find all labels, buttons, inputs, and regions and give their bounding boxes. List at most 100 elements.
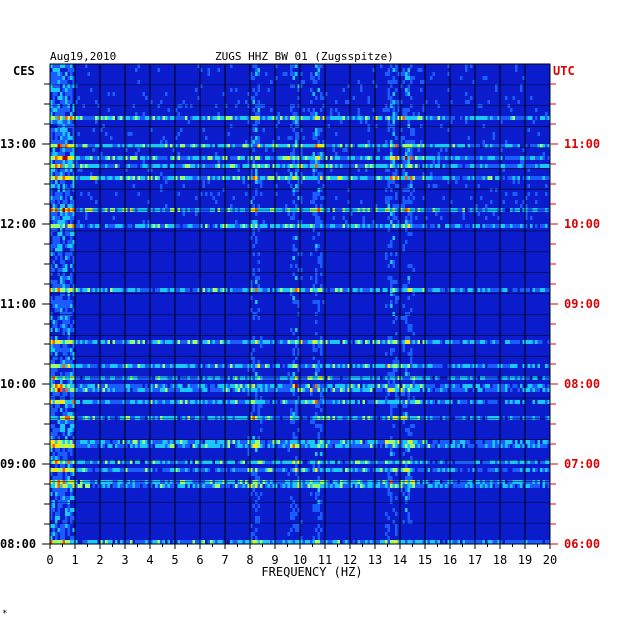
heatmap-cell — [247, 436, 250, 440]
heatmap-cell — [325, 288, 328, 292]
heatmap-cell — [52, 116, 55, 120]
heatmap-cell — [52, 148, 55, 152]
heatmap-cell — [240, 364, 243, 368]
heatmap-cell — [365, 224, 368, 228]
heatmap-cell — [112, 388, 115, 392]
heatmap-cell — [262, 440, 265, 444]
heatmap-cell — [200, 176, 203, 180]
heatmap-cell — [145, 96, 148, 100]
heatmap-cell — [502, 200, 505, 204]
heatmap-cell — [522, 444, 525, 448]
heatmap-cell — [497, 164, 500, 168]
heatmap-cell — [165, 384, 168, 388]
heatmap-cell — [412, 132, 415, 136]
heatmap-cell — [80, 156, 83, 160]
heatmap-cell — [330, 460, 333, 464]
heatmap-cell — [62, 448, 65, 452]
heatmap-cell — [210, 144, 213, 148]
heatmap-cell — [202, 176, 205, 180]
heatmap-cell — [255, 172, 258, 176]
heatmap-cell — [195, 144, 198, 148]
heatmap-cell — [390, 164, 393, 168]
heatmap-cell — [215, 200, 218, 204]
heatmap-cell — [527, 376, 530, 380]
heatmap-cell — [232, 156, 235, 160]
heatmap-cell — [97, 116, 100, 120]
heatmap-cell — [232, 400, 235, 404]
heatmap-cell — [217, 460, 220, 464]
heatmap-cell — [55, 224, 58, 228]
heatmap-cell — [372, 144, 375, 148]
heatmap-cell — [85, 440, 88, 444]
heatmap-cell — [137, 80, 140, 84]
heatmap-cell — [50, 228, 53, 232]
heatmap-cell — [415, 116, 418, 120]
heatmap-cell — [345, 340, 348, 344]
heatmap-cell — [412, 140, 415, 144]
heatmap-cell — [135, 164, 138, 168]
heatmap-cell — [410, 156, 413, 160]
heatmap-cell — [292, 340, 295, 344]
heatmap-cell — [130, 364, 133, 368]
heatmap-cell — [315, 220, 318, 224]
heatmap-cell — [62, 316, 65, 320]
heatmap-cell — [515, 460, 518, 464]
heatmap-cell — [295, 408, 298, 412]
heatmap-cell — [240, 416, 243, 420]
heatmap-cell — [295, 400, 298, 404]
heatmap-cell — [50, 328, 53, 332]
heatmap-cell — [542, 400, 545, 404]
heatmap-cell — [340, 116, 343, 120]
heatmap-cell — [135, 144, 138, 148]
heatmap-cell — [342, 156, 345, 160]
heatmap-cell — [352, 376, 355, 380]
heatmap-cell — [255, 168, 258, 172]
heatmap-cell — [547, 288, 550, 292]
heatmap-cell — [297, 196, 300, 200]
heatmap-cell — [492, 400, 495, 404]
heatmap-cell — [402, 112, 405, 116]
heatmap-cell — [392, 468, 395, 472]
heatmap-cell — [365, 176, 368, 180]
heatmap-cell — [282, 144, 285, 148]
heatmap-cell — [285, 384, 288, 388]
heatmap-cell — [250, 116, 253, 120]
heatmap-cell — [385, 200, 388, 204]
heatmap-cell — [115, 224, 118, 228]
heatmap-cell — [195, 176, 198, 180]
heatmap-cell — [410, 76, 413, 80]
heatmap-cell — [52, 220, 55, 224]
heatmap-cell — [410, 376, 413, 380]
heatmap-cell — [315, 368, 318, 372]
heatmap-cell — [435, 156, 438, 160]
heatmap-cell — [295, 156, 298, 160]
heatmap-cell — [372, 288, 375, 292]
heatmap-cell — [67, 276, 70, 280]
heatmap-cell — [287, 372, 290, 376]
heatmap-cell — [255, 112, 258, 116]
heatmap-cell — [287, 144, 290, 148]
heatmap-cell — [70, 432, 73, 436]
heatmap-cell — [297, 444, 300, 448]
heatmap-cell — [380, 224, 383, 228]
heatmap-cell — [500, 376, 503, 380]
heatmap-cell — [57, 252, 60, 256]
heatmap-cell — [82, 400, 85, 404]
heatmap-cell — [430, 176, 433, 180]
heatmap-cell — [140, 440, 143, 444]
heatmap-cell — [197, 416, 200, 420]
heatmap-cell — [320, 388, 323, 392]
heatmap-cell — [147, 168, 150, 172]
heatmap-cell — [290, 144, 293, 148]
heatmap-cell — [192, 444, 195, 448]
heatmap-cell — [217, 340, 220, 344]
heatmap-cell — [125, 148, 128, 152]
heatmap-cell — [450, 444, 453, 448]
heatmap-cell — [317, 152, 320, 156]
heatmap-cell — [240, 340, 243, 344]
heatmap-cell — [337, 164, 340, 168]
heatmap-cell — [62, 156, 65, 160]
heatmap-cell — [535, 164, 538, 168]
heatmap-cell — [260, 336, 263, 340]
heatmap-cell — [142, 164, 145, 168]
